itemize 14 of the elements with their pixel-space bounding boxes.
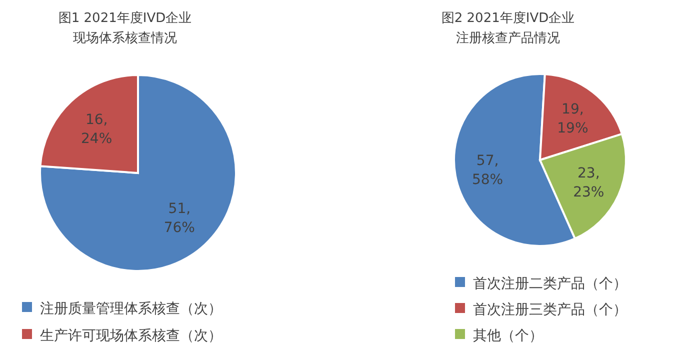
chart-title: 图1 2021年度IVD企业 bbox=[58, 10, 192, 26]
legend-label: 首次注册二类产品（个） bbox=[473, 276, 627, 292]
chart-subtitle: 现场体系核查情况 bbox=[73, 31, 177, 46]
chart-subtitle: 注册核查产品情况 bbox=[456, 31, 560, 46]
legend-label: 其他（个） bbox=[473, 328, 543, 344]
chart-title: 图2 2021年度IVD企业 bbox=[441, 10, 575, 26]
data-label: 16, 24% bbox=[81, 112, 112, 148]
legend-label: 首次注册三类产品（个） bbox=[473, 302, 627, 318]
data-label: 19, 19% bbox=[557, 101, 588, 136]
legend-label: 注册质量管理体系核查（次） bbox=[40, 301, 222, 317]
legend-label: 生产许可现场体系核查（次） bbox=[40, 328, 222, 344]
data-label: 51, 76% bbox=[164, 200, 195, 236]
data-label: 23, 23% bbox=[573, 165, 604, 200]
data-label: 57, 58% bbox=[472, 153, 504, 188]
